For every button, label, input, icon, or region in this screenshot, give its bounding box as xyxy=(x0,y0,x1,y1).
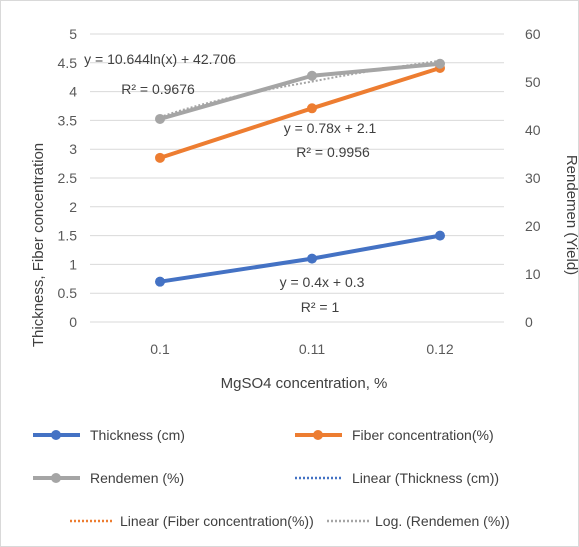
left-tick-label: 2 xyxy=(69,199,77,215)
data-point xyxy=(435,230,445,241)
left-tick-label: 2.5 xyxy=(58,170,78,186)
left-tick-label: 1.5 xyxy=(58,228,78,244)
series-lines xyxy=(155,58,445,287)
right-tick-label: 0 xyxy=(525,314,533,330)
left-axis-ticks: 0 0.5 1 1.5 2 2.5 3 3.5 4 4.5 5 xyxy=(58,26,78,330)
legend-item-log-rendemen: Log. (Rendemen (%)) xyxy=(327,513,510,529)
right-tick-label: 20 xyxy=(525,218,541,234)
fiber-r2: R² = 0.9956 xyxy=(296,144,370,160)
x-tick-label: 0.12 xyxy=(426,341,453,357)
svg-text:Fiber concentration(%): Fiber concentration(%) xyxy=(352,427,494,443)
right-tick-label: 30 xyxy=(525,170,541,186)
rendemen-r2: R² = 0.9676 xyxy=(121,81,195,97)
x-axis-ticks: 0.1 0.11 0.12 xyxy=(150,341,454,357)
data-point xyxy=(155,113,165,124)
left-tick-label: 5 xyxy=(69,26,77,42)
rendemen-equation: y = 10.644ln(x) + 42.706 xyxy=(84,51,236,67)
legend-item-rendemen: Rendemen (%) xyxy=(33,470,184,486)
thickness-equation: y = 0.4x + 0.3 xyxy=(280,274,365,290)
x-axis-title: MgSO4 concentration, % xyxy=(221,375,388,392)
trendline-3 xyxy=(159,59,441,118)
data-point xyxy=(155,152,165,163)
right-tick-label: 40 xyxy=(525,122,541,138)
data-point xyxy=(435,58,445,69)
left-axis-title: Thickness, Fiber concentration xyxy=(30,143,47,347)
legend: Thickness (cm) Fiber concentration(%) Re… xyxy=(33,427,510,529)
fiber-equation: y = 0.78x + 2.1 xyxy=(284,120,377,136)
left-tick-label: 3.5 xyxy=(58,112,78,128)
left-tick-label: 4 xyxy=(69,84,77,100)
svg-text:Rendemen (%): Rendemen (%) xyxy=(90,470,184,486)
left-tick-label: 1 xyxy=(69,256,77,272)
right-tick-label: 10 xyxy=(525,266,541,282)
svg-text:Thickness (cm): Thickness (cm) xyxy=(90,427,185,443)
svg-text:Linear (Thickness (cm)): Linear (Thickness (cm)) xyxy=(352,470,499,486)
legend-item-thickness: Thickness (cm) xyxy=(33,427,185,443)
left-tick-label: 0 xyxy=(69,314,77,330)
data-point xyxy=(155,276,165,287)
legend-item-linear-thickness: Linear (Thickness (cm)) xyxy=(295,470,499,486)
right-axis-title: Rendemen (Yield) xyxy=(563,155,579,275)
svg-text:Linear (Fiber concentration(%): Linear (Fiber concentration(%)) xyxy=(120,513,314,529)
left-tick-label: 4.5 xyxy=(58,55,78,71)
svg-text:Log. (Rendemen (%)): Log. (Rendemen (%)) xyxy=(375,513,510,529)
legend-item-linear-fiber: Linear (Fiber concentration(%)) xyxy=(70,513,314,529)
x-tick-label: 0.1 xyxy=(150,341,170,357)
right-tick-label: 50 xyxy=(525,74,541,90)
gridlines xyxy=(90,33,504,323)
trendlines xyxy=(159,59,441,283)
right-axis-ticks: 0 10 20 30 40 50 60 xyxy=(525,26,541,330)
left-tick-label: 3 xyxy=(69,141,77,157)
data-point xyxy=(307,253,317,264)
x-tick-label: 0.11 xyxy=(299,341,325,357)
data-point xyxy=(307,103,317,114)
left-tick-label: 0.5 xyxy=(58,285,78,301)
right-tick-label: 60 xyxy=(525,26,541,42)
data-point xyxy=(307,70,317,81)
thickness-r2: R² = 1 xyxy=(301,299,340,315)
legend-item-fiber: Fiber concentration(%) xyxy=(295,427,494,443)
